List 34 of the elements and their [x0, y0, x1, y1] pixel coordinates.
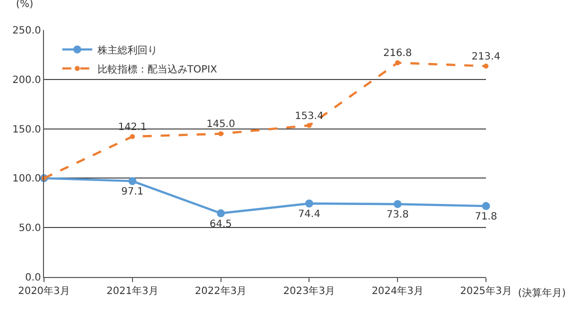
- y-tick-label: 100.0: [12, 174, 41, 185]
- legend-label: 比較指標：配当込みTOPIX: [97, 63, 218, 76]
- y-tick-label: 250.0: [12, 26, 41, 36]
- data-label: 64.5: [210, 218, 232, 230]
- x-tick-label: 2020年3月: [18, 285, 70, 297]
- data-label: 153.4: [294, 110, 324, 122]
- point: [395, 60, 400, 66]
- x-tick-label: 2023年3月: [283, 285, 336, 297]
- x-tick-label: 2024年3月: [372, 285, 424, 297]
- point: [216, 209, 225, 218]
- data-label: 74.4: [298, 208, 320, 220]
- point: [218, 131, 224, 136]
- point: [394, 200, 402, 208]
- data-label: 145.0: [206, 119, 236, 130]
- y-tick-label: 50.0: [18, 223, 41, 234]
- point: [128, 177, 136, 186]
- legend-label: 株主総利回り: [96, 44, 158, 56]
- y-tick-label: 150.0: [12, 124, 41, 136]
- y-tick-label: 0.0: [25, 272, 41, 284]
- point: [306, 122, 312, 128]
- x-tick-label: 2021年3月: [106, 285, 158, 297]
- x-tick-label: 2025年3月: [460, 285, 512, 297]
- point: [130, 134, 135, 140]
- data-label: 216.8: [383, 48, 412, 60]
- x-tick-label: 2022年3月: [194, 285, 247, 297]
- data-label: 73.8: [386, 210, 409, 221]
- point: [482, 202, 490, 210]
- data-label: 71.8: [474, 212, 498, 223]
- data-label: 213.4: [472, 52, 500, 63]
- y-tick-label: 200.0: [12, 74, 41, 86]
- point: [305, 199, 314, 208]
- x-axis-title: (決算年月): [518, 287, 566, 299]
- point: [484, 64, 488, 69]
- data-label: 97.1: [121, 186, 144, 198]
